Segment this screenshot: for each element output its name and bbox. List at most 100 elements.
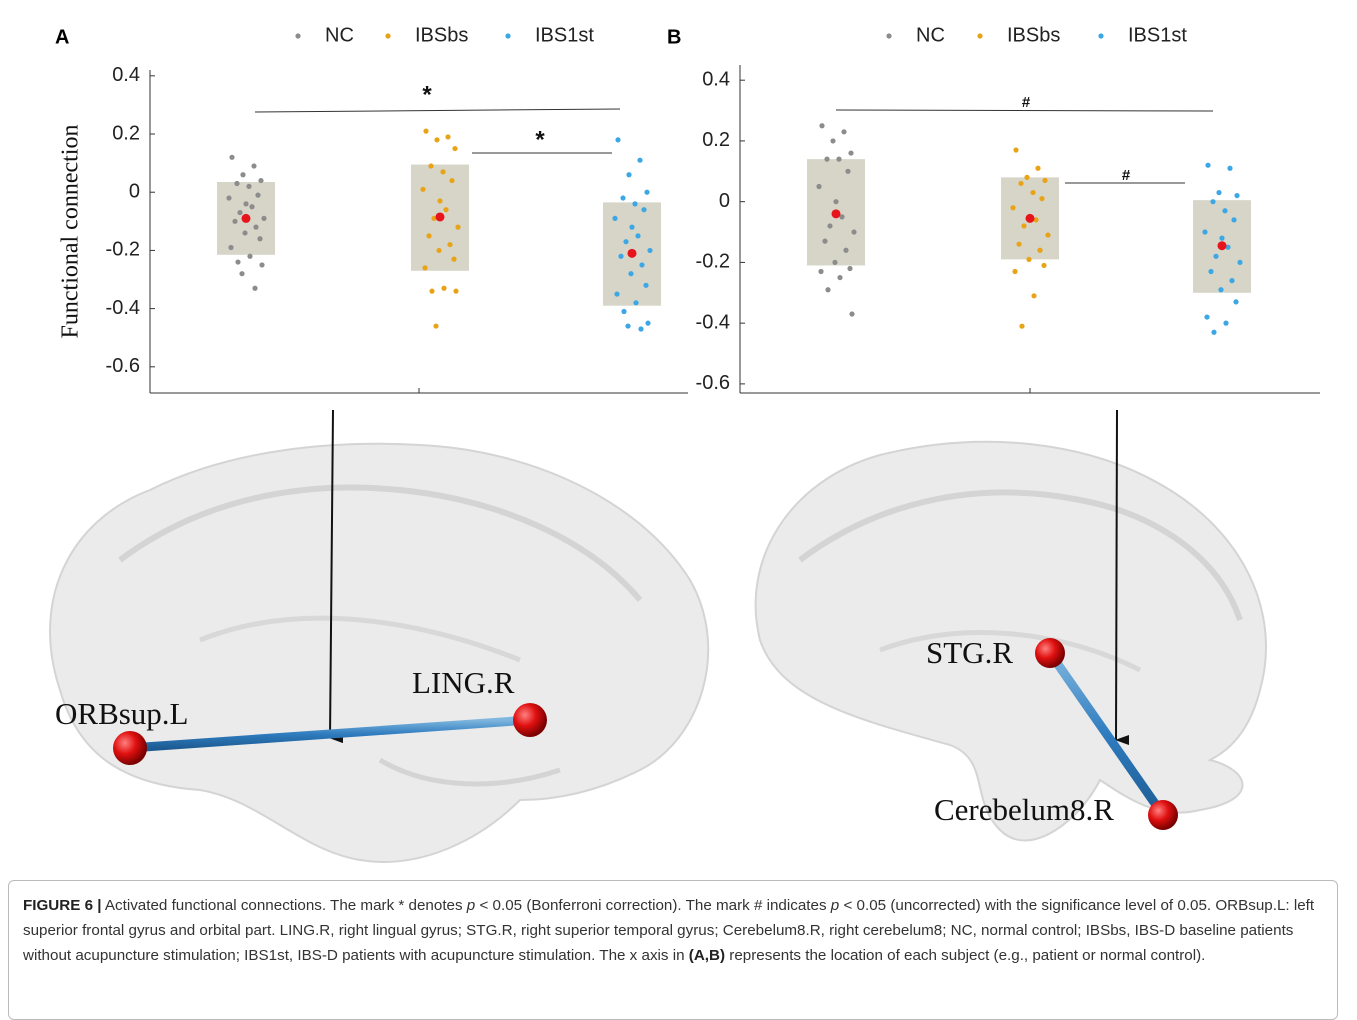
point [242, 230, 248, 236]
point [833, 199, 839, 205]
point [422, 265, 428, 271]
point [647, 247, 653, 254]
figure: A B ORBsup.L LING.R STG.R Cerebelum8.R 0… [49, 24, 1320, 863]
point [226, 195, 232, 201]
point [243, 201, 249, 207]
point [633, 300, 639, 306]
point [1233, 299, 1239, 305]
point [827, 223, 833, 229]
point [1216, 189, 1222, 196]
caption-text: Activated functional connections. The ma… [101, 897, 467, 914]
legend-label: IBSbs [1007, 24, 1060, 46]
mean [627, 248, 637, 258]
point [235, 259, 241, 265]
point [1231, 217, 1237, 223]
point [257, 236, 263, 242]
point [626, 172, 632, 178]
legend-label: IBSbs [415, 24, 468, 46]
legend-dot [295, 33, 301, 39]
point [445, 134, 451, 140]
point [258, 177, 264, 184]
point [440, 169, 446, 175]
point [839, 214, 845, 220]
point [612, 215, 618, 222]
point [247, 253, 253, 259]
panel-label: B [667, 26, 681, 48]
legend-label: IBS1st [1128, 24, 1187, 46]
legend-dot [505, 33, 511, 39]
significance-mark: # [1122, 167, 1131, 184]
significance-bar [254, 108, 621, 113]
point [638, 326, 644, 332]
point [237, 209, 243, 216]
point [453, 288, 459, 294]
point [259, 262, 265, 268]
node-label: Cerebelum8.R [934, 792, 1114, 827]
point [822, 238, 828, 244]
point [252, 285, 258, 291]
point [1222, 208, 1228, 214]
point [1208, 268, 1214, 275]
point [643, 282, 649, 288]
panel-label: A [55, 26, 69, 48]
y-tick-label: 0.4 [702, 68, 730, 90]
point [1030, 189, 1036, 196]
point [451, 256, 457, 262]
point [1042, 177, 1048, 184]
point [845, 168, 851, 174]
point [228, 244, 234, 251]
point [1013, 147, 1019, 153]
point [436, 247, 442, 254]
point [851, 229, 857, 235]
point [255, 192, 261, 198]
point [246, 183, 252, 189]
point [423, 128, 429, 134]
point [1237, 259, 1243, 266]
point [629, 224, 635, 230]
point [819, 123, 825, 129]
point [1227, 165, 1233, 171]
point [240, 172, 246, 178]
point [615, 137, 621, 143]
caption: FIGURE 6 | Activated functional connecti… [8, 880, 1338, 1020]
point [1204, 314, 1210, 320]
y-tick-label: -0.2 [106, 239, 140, 261]
caption-label: FIGURE 6 | [23, 897, 102, 914]
point [1021, 223, 1027, 229]
point [1205, 162, 1211, 168]
point [849, 311, 855, 317]
point [644, 189, 650, 195]
point [447, 241, 453, 248]
point [443, 207, 449, 213]
legend-dot [977, 33, 983, 39]
point [847, 265, 853, 272]
point [261, 215, 267, 222]
point [437, 198, 443, 204]
point [232, 218, 238, 224]
point [832, 259, 838, 266]
point [1229, 278, 1235, 284]
y-tick-label: 0.2 [702, 129, 730, 151]
significance-mark: * [422, 81, 432, 108]
brain-a: ORBsup.L LING.R [49, 409, 710, 863]
point [426, 233, 432, 239]
caption-italic: p [466, 897, 476, 914]
point [1031, 293, 1037, 299]
legend-label: NC [325, 24, 354, 46]
point [441, 285, 447, 291]
point [234, 180, 240, 187]
caption-text: < 0.05 (uncorrected) with the significan… [23, 897, 1315, 964]
point [818, 268, 824, 275]
point [251, 163, 257, 169]
point [452, 145, 458, 152]
point [253, 224, 259, 230]
significance-mark: # [1022, 94, 1031, 111]
point [1210, 199, 1216, 205]
node-label: STG.R [926, 635, 1013, 670]
point [420, 186, 426, 192]
point [825, 287, 831, 293]
y-tick-label: -0.4 [696, 311, 730, 333]
point [1010, 205, 1016, 211]
legend-dot [1098, 33, 1104, 39]
